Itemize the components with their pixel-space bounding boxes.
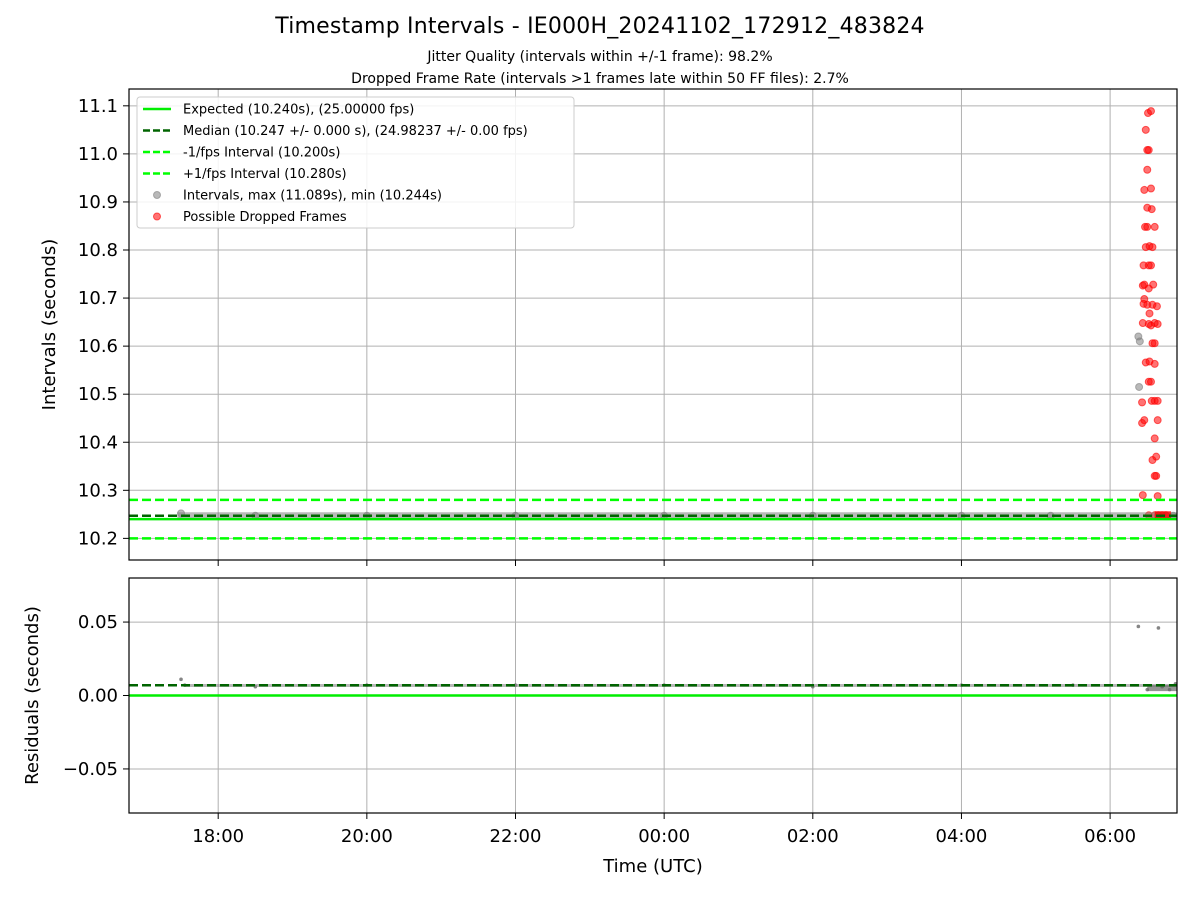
x-tick-label: 22:00 — [490, 826, 542, 847]
dropped-frame-point — [1150, 434, 1159, 443]
y-tick-label: 10.8 — [78, 240, 118, 261]
legend-marker-swatch — [153, 212, 161, 221]
dropped-frame-point — [1145, 309, 1154, 318]
dropped-frame-point — [1153, 416, 1162, 425]
y-tick-label: 0.05 — [78, 612, 118, 633]
dropped-frame-point — [1144, 109, 1153, 118]
dropped-frame-point — [1153, 492, 1162, 501]
dropped-frame-point — [1147, 205, 1156, 214]
y-tick-label: 11.1 — [78, 96, 118, 117]
residual-point — [1156, 626, 1161, 630]
dropped-frame-point — [1138, 491, 1147, 500]
y-axis-label: Intervals (seconds) — [39, 239, 60, 411]
y-tick-label: 10.2 — [78, 528, 118, 549]
y-tick-label: −0.05 — [63, 759, 118, 780]
legend-entry-label: Intervals, max (11.089s), min (10.244s) — [183, 189, 442, 204]
y-tick-label: 10.3 — [78, 480, 118, 501]
x-tick-label: 00:00 — [638, 826, 690, 847]
intervals-panel-frame — [128, 88, 1178, 561]
x-axis-label: Time (UTC) — [602, 856, 703, 877]
y-axis-label: Residuals (seconds) — [22, 606, 43, 785]
y-tick-label: 0.00 — [78, 686, 118, 707]
x-tick-label: 04:00 — [936, 826, 988, 847]
dropped-frame-point — [1148, 243, 1157, 252]
dropped-frame-point — [1146, 184, 1155, 193]
legend-marker-swatch — [153, 191, 161, 199]
dropped-frame-point — [1148, 456, 1157, 465]
x-tick-label: 02:00 — [787, 826, 839, 847]
chart-title: Timestamp Intervals - IE000H_20241102_17… — [275, 14, 925, 39]
dropped-frame-point — [1153, 320, 1162, 329]
residual-point — [1136, 624, 1141, 629]
y-tick-label: 10.5 — [78, 384, 118, 405]
dropped-frame-point — [1138, 419, 1147, 428]
dropped-frame-point — [1138, 398, 1147, 407]
dropped-frame-point — [1144, 146, 1153, 155]
x-tick-label: 20:00 — [341, 826, 393, 847]
dropped-frame-point — [1150, 339, 1159, 348]
dropped-frame-point — [1143, 165, 1152, 174]
legend-entry-label: +1/fps Interval (10.280s) — [183, 167, 347, 182]
y-tick-label: 10.6 — [78, 336, 118, 357]
legend-entry-label: Expected (10.240s), (25.00000 fps) — [183, 103, 414, 118]
legend-entry-label: Possible Dropped Frames — [183, 210, 347, 225]
dropped-frame-subtitle: Dropped Frame Rate (intervals >1 frames … — [351, 71, 849, 87]
y-tick-label: 10.4 — [78, 432, 118, 453]
legend-entry-label: Median (10.247 +/- 0.000 s), (24.98237 +… — [183, 124, 528, 139]
dropped-frame-point — [1150, 359, 1159, 368]
y-tick-label: 11.0 — [78, 144, 118, 165]
interval-point — [1135, 382, 1144, 391]
dropped-frame-point — [1146, 377, 1155, 386]
residuals-panel-plot-area — [129, 578, 1177, 813]
y-tick-label: 10.7 — [78, 288, 118, 309]
dropped-frame-point — [1144, 284, 1153, 293]
dropped-frame-point — [1152, 302, 1161, 311]
legend-entry-label: -1/fps Interval (10.200s) — [183, 146, 340, 161]
residual-point — [179, 677, 183, 682]
interval-point — [1135, 337, 1144, 346]
dropped-frame-point — [1146, 261, 1155, 270]
dropped-frame-point — [1152, 471, 1161, 480]
x-tick-label: 18:00 — [192, 826, 244, 847]
intervals-panel-plot-area — [129, 89, 1177, 560]
dropped-frame-point — [1143, 222, 1152, 231]
dropped-frame-point — [1141, 125, 1150, 134]
x-tick-label: 06:00 — [1084, 826, 1136, 847]
jitter-quality-subtitle: Jitter Quality (intervals within +/-1 fr… — [427, 49, 773, 65]
y-tick-label: 10.9 — [78, 192, 118, 213]
dropped-frame-point — [1150, 222, 1159, 231]
legend-box — [136, 96, 575, 229]
dropped-frame-point — [1140, 185, 1149, 194]
dropped-frame-point — [1153, 396, 1162, 405]
